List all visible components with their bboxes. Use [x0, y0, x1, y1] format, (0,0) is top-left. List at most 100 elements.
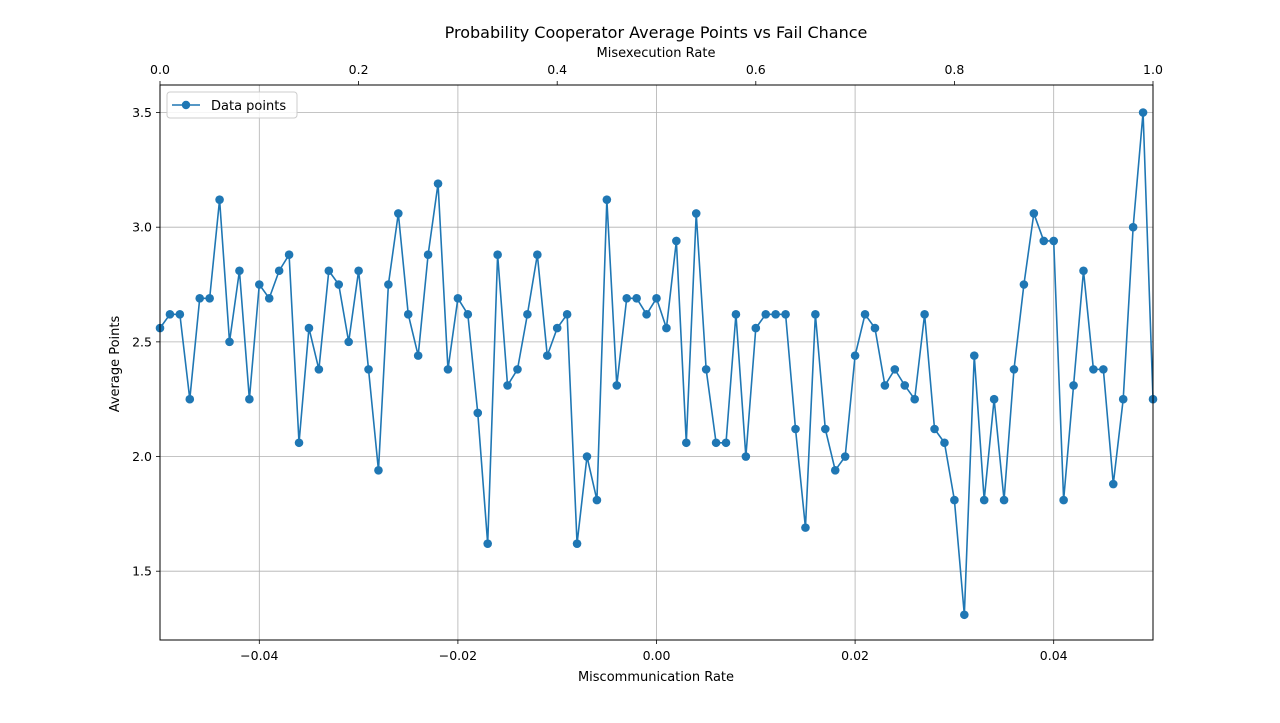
data-point: [850, 351, 860, 360]
data-point: [592, 495, 602, 505]
legend-label: Data points: [211, 99, 286, 114]
data-point: [274, 266, 284, 276]
y-tick-label: 3.5: [132, 105, 152, 120]
data-point: [900, 381, 910, 390]
data-point: [1069, 381, 1078, 390]
data-point: [930, 424, 939, 434]
y-axis-label: Average Points: [108, 315, 123, 412]
data-point: [443, 365, 453, 374]
top-x-axis-label: Misexecution Rate: [597, 46, 716, 61]
data-point: [205, 293, 214, 303]
data-point: [890, 365, 900, 374]
data-point: [989, 394, 999, 404]
top-x-tick-label: 1.0: [1143, 62, 1163, 77]
data-point: [413, 351, 423, 360]
data-point: [264, 293, 274, 303]
x-tick-label: −0.04: [240, 648, 278, 663]
data-point: [870, 323, 880, 333]
x-tick-label: 0.04: [1040, 648, 1068, 663]
data-point: [1118, 394, 1128, 404]
data-point: [801, 523, 810, 532]
top-x-tick-label: 0.0: [150, 62, 170, 77]
data-point: [860, 310, 870, 319]
data-point: [602, 195, 612, 204]
data-point: [1029, 209, 1039, 218]
data-point: [542, 351, 552, 360]
data-point: [334, 280, 344, 289]
data-point: [175, 310, 185, 319]
data-point: [562, 310, 572, 319]
data-point: [245, 394, 254, 404]
data-point: [314, 365, 324, 374]
data-point: [830, 465, 840, 475]
x-axis-label: Miscommunication Rate: [578, 670, 734, 685]
data-point: [344, 337, 353, 347]
data-point: [1099, 365, 1108, 374]
data-point: [324, 266, 334, 276]
data-point: [940, 438, 949, 448]
data-point: [642, 310, 651, 319]
data-point: [731, 310, 741, 319]
data-point: [711, 438, 721, 448]
data-point: [632, 293, 641, 303]
data-point: [374, 465, 383, 475]
legend-box: [166, 91, 298, 119]
data-point: [910, 394, 919, 404]
data-point: [721, 438, 731, 448]
y-tick-label: 1.5: [132, 564, 152, 579]
data-point: [781, 310, 790, 319]
x-tick-label: 0.00: [643, 648, 671, 663]
data-point: [284, 250, 294, 260]
data-point: [552, 323, 562, 333]
data-point: [1039, 236, 1049, 246]
data-point: [384, 280, 393, 289]
data-point: [821, 424, 830, 434]
data-point: [1059, 495, 1068, 505]
data-point: [523, 310, 532, 319]
data-point: [681, 438, 691, 448]
data-point: [691, 209, 701, 218]
data-point: [672, 236, 681, 246]
top-x-tick-label: 0.4: [547, 62, 567, 77]
data-point: [622, 293, 632, 303]
grid: [160, 85, 1153, 640]
data-point: [294, 438, 304, 448]
data-point: [662, 323, 671, 333]
data-point: [513, 365, 522, 374]
data-point: [771, 310, 780, 319]
data-point: [225, 337, 234, 347]
legend: Data points: [166, 91, 298, 119]
data-point: [652, 293, 661, 303]
data-point: [1019, 280, 1029, 289]
y-tick-label: 2.0: [132, 449, 152, 464]
data-point: [1128, 222, 1138, 232]
data-point: [483, 539, 492, 548]
data-point: [165, 310, 175, 319]
data-point: [423, 250, 433, 260]
series-layer: [155, 108, 1158, 620]
data-point: [811, 310, 820, 319]
chart-title: Probability Cooperator Average Points vs…: [445, 23, 868, 42]
data-point: [215, 195, 224, 204]
data-point: [433, 179, 443, 188]
data-point: [1089, 365, 1098, 374]
data-point: [791, 424, 800, 434]
x-tick-label: 0.02: [841, 648, 869, 663]
data-point: [354, 266, 363, 276]
data-point: [999, 495, 1009, 505]
data-point: [979, 495, 989, 505]
data-point: [185, 394, 195, 404]
data-point: [1049, 236, 1058, 246]
data-point: [1079, 266, 1088, 276]
data-point: [394, 209, 403, 218]
data-point: [364, 365, 373, 374]
data-point: [453, 293, 463, 303]
data-point: [1009, 365, 1019, 374]
data-point: [950, 495, 959, 505]
data-point: [741, 452, 751, 461]
data-point: [880, 381, 890, 390]
data-point: [761, 310, 771, 319]
